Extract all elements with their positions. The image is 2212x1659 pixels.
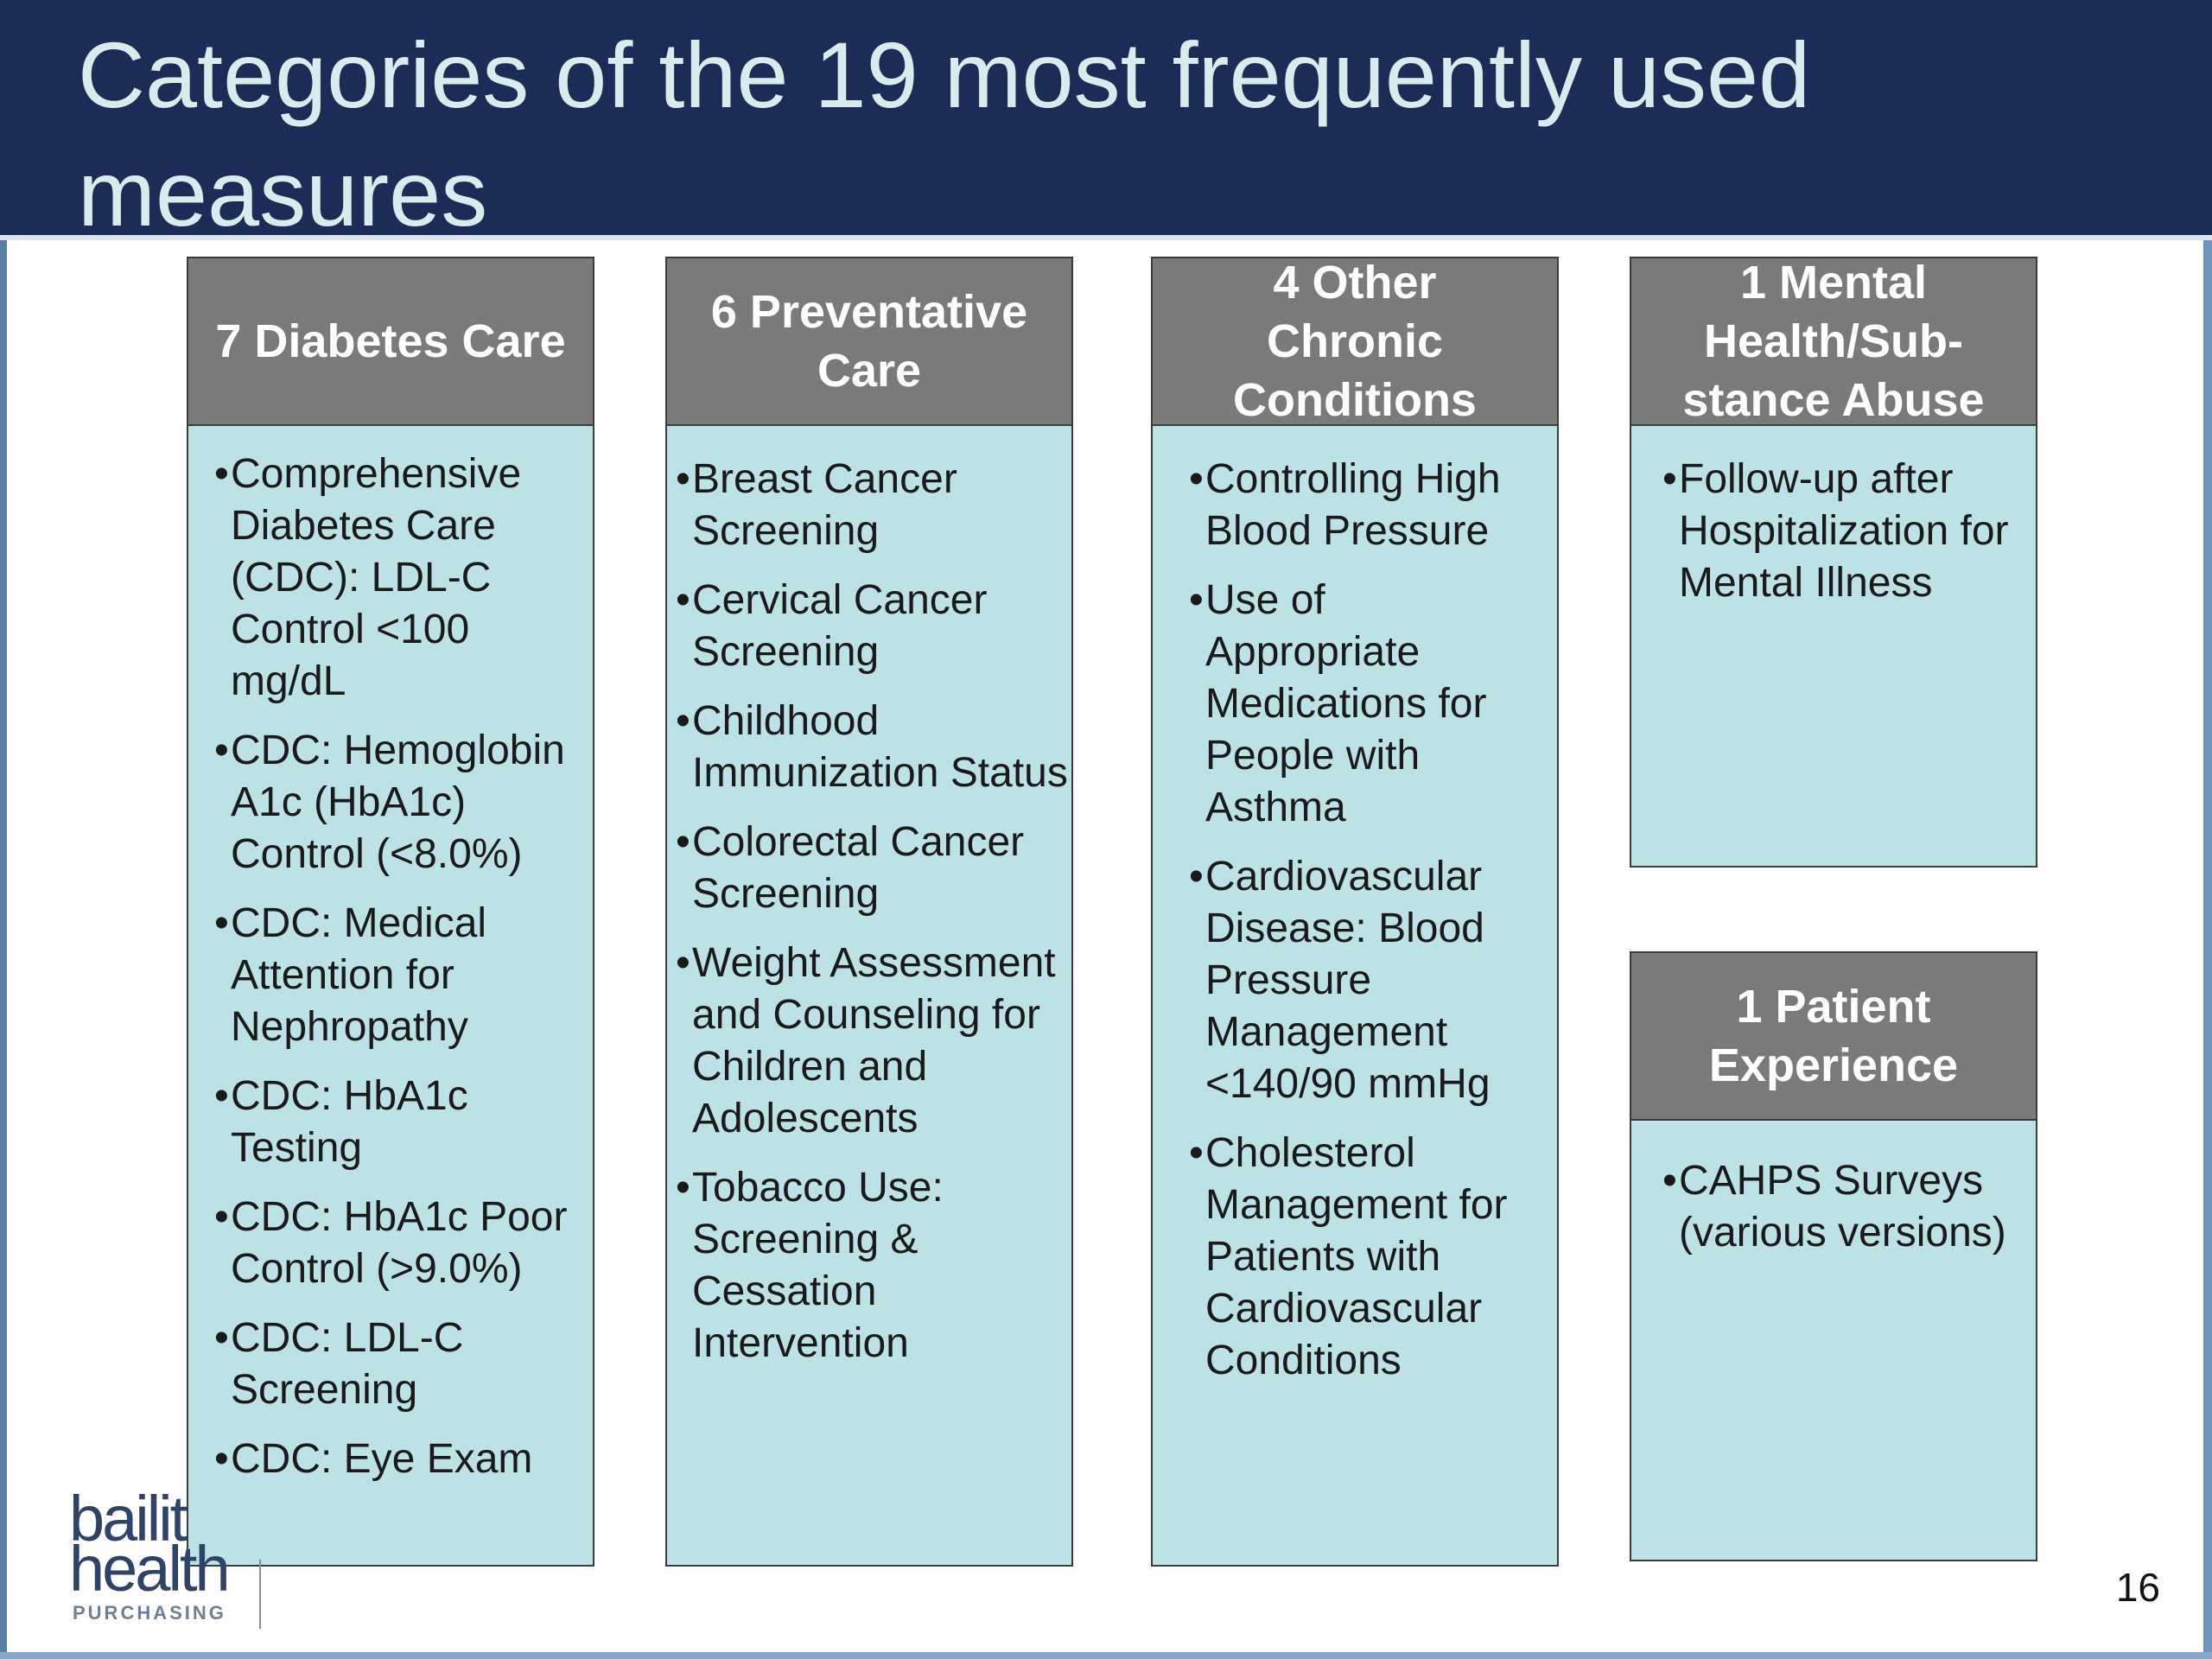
bullet-icon: • <box>1662 456 1677 502</box>
measure-item: • CDC: HbA1c Testing <box>214 1071 582 1174</box>
bullet-icon: • <box>1189 854 1204 899</box>
category-header: 1 Mental Health/Sub-stance Abuse <box>1631 257 2036 426</box>
category-body: • Comprehensive Diabetes Care (CDC): LDL-… <box>188 426 593 1485</box>
bullet-icon: • <box>214 1194 229 1240</box>
measure-item: • CDC: LDL-C Screening <box>214 1313 582 1416</box>
logo-divider <box>259 1560 261 1629</box>
measure-item: • Use of Appropriate Medications for Peop… <box>1189 575 1548 834</box>
category-other-chronic-conditions: 4 Other Chronic Conditions • Controlling … <box>1151 257 1559 1567</box>
bullet-icon: • <box>1189 577 1204 623</box>
measure-item: • Breast Cancer Screening <box>676 454 1071 557</box>
slide-frame-bottom <box>0 1652 2212 1659</box>
bullet-icon: • <box>1662 1158 1677 1204</box>
logo-text-line2: health <box>69 1533 231 1605</box>
bullet-icon: • <box>676 819 690 865</box>
bullet-icon: • <box>676 698 690 744</box>
category-body: • CAHPS Surveys (various versions) <box>1631 1121 2036 1259</box>
measure-item: • Cardiovascular Disease: Blood Pressure … <box>1189 851 1548 1110</box>
category-body: • Follow-up after Hospitalization for Men… <box>1631 426 2036 609</box>
measure-item: • CDC: Hemoglobin A1c (HbA1c) Control (<8… <box>214 725 582 880</box>
bullet-icon: • <box>214 451 229 497</box>
category-preventative-care: 6 Preventative Care • Breast Cancer Scree… <box>665 257 1073 1567</box>
category-body: • Breast Cancer Screening • Cervical Cance… <box>667 426 1071 1370</box>
category-diabetes-care: 7 Diabetes Care • Comprehensive Diabetes … <box>187 257 594 1567</box>
bullet-icon: • <box>214 1315 229 1361</box>
measure-item: • Follow-up after Hospitalization for Men… <box>1662 454 2025 609</box>
measure-item: • Childhood Immunization Status <box>676 696 1071 799</box>
slide-frame-right <box>2203 0 2212 1659</box>
bailit-health-logo: bailit health PURCHASING <box>69 1483 268 1630</box>
measure-item: • Tobacco Use: Screening & Cessation Inte… <box>676 1162 1071 1370</box>
measure-item: • Colorectal Cancer Screening <box>676 817 1071 920</box>
bullet-icon: • <box>214 1436 229 1482</box>
page-number: 16 <box>2115 1565 2160 1610</box>
measure-item: • Comprehensive Diabetes Care (CDC): LDL-… <box>214 448 582 708</box>
category-header: 1 Patient Experience <box>1631 953 2036 1121</box>
bullet-icon: • <box>1189 1130 1204 1176</box>
bullet-icon: • <box>1189 456 1204 502</box>
measure-item: • Cholesterol Management for Patients wit… <box>1189 1128 1548 1387</box>
category-header: 7 Diabetes Care <box>188 258 593 426</box>
logo-text-line1: bailit <box>69 1483 188 1554</box>
bullet-icon: • <box>214 900 229 946</box>
measure-item: • Weight Assessment and Counseling for Ch… <box>676 938 1071 1145</box>
bullet-icon: • <box>676 456 690 502</box>
measure-item: • CDC: Medical Attention for Nephropathy <box>214 898 582 1053</box>
measure-item: • CAHPS Surveys (various versions) <box>1662 1155 2025 1259</box>
category-header: 4 Other Chronic Conditions <box>1153 257 1557 426</box>
title-bar: Categories of the 19 most frequently use… <box>0 0 2212 245</box>
bullet-icon: • <box>676 940 690 986</box>
bullet-icon: • <box>214 1073 229 1119</box>
bullet-icon: • <box>214 728 229 773</box>
measure-item: • Controlling High Blood Pressure <box>1189 454 1548 557</box>
measure-item: • CDC: Eye Exam <box>214 1433 582 1485</box>
measure-item: • Cervical Cancer Screening <box>676 575 1071 678</box>
category-header: 6 Preventative Care <box>667 258 1071 426</box>
bullet-icon: • <box>676 1165 690 1211</box>
bullet-icon: • <box>676 577 690 623</box>
slide-frame-left <box>0 0 7 1659</box>
measure-item: • CDC: HbA1c Poor Control (>9.0%) <box>214 1192 582 1295</box>
category-mental-health: 1 Mental Health/Sub-stance Abuse • Follow… <box>1630 257 2037 868</box>
logo-text-line3: PURCHASING <box>73 1602 226 1624</box>
slide-title: Categories of the 19 most frequently use… <box>78 22 1811 245</box>
category-body: • Controlling High Blood Pressure • Use of… <box>1153 426 1557 1387</box>
category-patient-experience: 1 Patient Experience • CAHPS Surveys (var… <box>1630 951 2037 1561</box>
